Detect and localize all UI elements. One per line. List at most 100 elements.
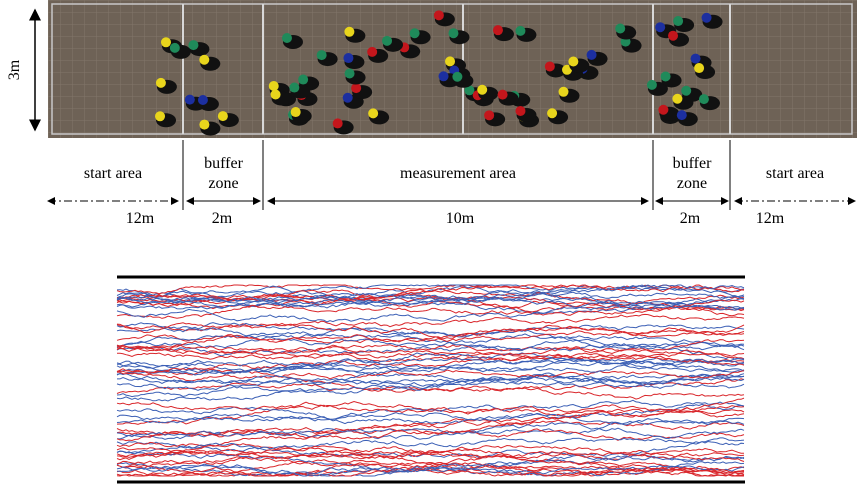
zone-length: 10m bbox=[445, 210, 475, 227]
pedestrian-head bbox=[568, 56, 579, 67]
trajectory bbox=[116, 294, 745, 311]
trajectory bbox=[116, 443, 745, 461]
pedestrian-head bbox=[690, 53, 701, 64]
trajectory bbox=[116, 399, 745, 422]
pedestrian-head bbox=[367, 46, 378, 57]
trajectory bbox=[116, 359, 745, 373]
trajectory bbox=[116, 397, 745, 415]
zone-length: 2m bbox=[211, 210, 233, 227]
trajectory bbox=[116, 352, 745, 375]
trajectory bbox=[116, 403, 745, 425]
zone-label: measurement area bbox=[400, 165, 516, 182]
pedestrian-head bbox=[646, 79, 657, 90]
trajectory bbox=[116, 412, 745, 426]
pedestrian-head bbox=[433, 10, 444, 21]
pedestrian-head bbox=[382, 35, 393, 46]
pedestrian-head bbox=[448, 28, 459, 39]
pedestrian-head bbox=[558, 86, 569, 97]
trajectory bbox=[116, 450, 745, 474]
pedestrian-head bbox=[484, 110, 495, 121]
trajectory bbox=[116, 327, 745, 352]
pedestrian-head bbox=[169, 42, 180, 53]
pedestrian-head bbox=[298, 74, 309, 85]
zone-label: start area bbox=[765, 165, 825, 182]
pedestrian-head bbox=[544, 61, 555, 72]
pedestrian-head bbox=[343, 53, 354, 64]
zone-label: buffer zone bbox=[672, 155, 712, 192]
pedestrian-head bbox=[445, 56, 456, 67]
pedestrian-head bbox=[268, 80, 279, 91]
trajectory bbox=[116, 299, 745, 319]
trajectory bbox=[116, 369, 745, 382]
pedestrian-head bbox=[438, 71, 449, 82]
pedestrian-head bbox=[155, 77, 166, 88]
zone-label: start area bbox=[83, 165, 143, 182]
pedestrian-head bbox=[681, 85, 692, 96]
pedestrian-head bbox=[270, 89, 281, 100]
trajectory bbox=[116, 296, 745, 312]
trajectory bbox=[116, 461, 745, 477]
trajectory bbox=[116, 344, 745, 360]
height-label: 3m bbox=[6, 59, 23, 81]
pedestrian-head bbox=[290, 107, 301, 118]
pedestrian-head bbox=[660, 71, 671, 82]
zone-label: buffer zone bbox=[204, 155, 243, 192]
pedestrian-head bbox=[217, 111, 228, 122]
trajectory bbox=[116, 380, 745, 398]
pedestrian-head bbox=[344, 26, 355, 37]
pedestrian-head bbox=[672, 93, 683, 104]
pedestrian-head bbox=[342, 92, 353, 103]
pedestrian-head bbox=[289, 82, 300, 93]
zone-length: 12m bbox=[125, 210, 155, 227]
trajectory bbox=[116, 353, 745, 374]
pedestrian-head bbox=[197, 95, 208, 106]
trajectory bbox=[116, 372, 745, 391]
trajectory bbox=[116, 448, 744, 477]
pedestrian-head bbox=[199, 119, 210, 130]
trajectory bbox=[116, 427, 745, 442]
trajectory bbox=[116, 300, 745, 323]
trajectory bbox=[116, 375, 745, 402]
pedestrian-head bbox=[694, 63, 705, 74]
pedestrian-head bbox=[673, 16, 684, 27]
pedestrian-head bbox=[281, 32, 292, 43]
zone-length: 12m bbox=[755, 210, 785, 227]
trajectory bbox=[116, 357, 745, 372]
pedestrian-head bbox=[477, 84, 488, 95]
trajectory bbox=[116, 313, 745, 332]
trajectory bbox=[116, 422, 745, 440]
pedestrian-head bbox=[368, 108, 379, 119]
trajectory bbox=[116, 322, 745, 351]
trajectory bbox=[116, 417, 745, 440]
pedestrian-head bbox=[155, 111, 166, 122]
trajectory bbox=[116, 437, 745, 454]
trajectory bbox=[117, 351, 745, 362]
pedestrian-head bbox=[562, 64, 573, 75]
trajectory bbox=[116, 405, 745, 448]
pedestrian-head bbox=[547, 108, 558, 119]
pedestrian-head bbox=[316, 50, 327, 61]
trajectory bbox=[116, 444, 745, 462]
pedestrian-head bbox=[615, 23, 626, 34]
trajectory bbox=[117, 358, 745, 385]
pedestrian-head bbox=[184, 94, 195, 105]
pedestrian-head bbox=[199, 54, 210, 65]
pedestrian-head bbox=[515, 105, 526, 116]
pedestrian-head bbox=[160, 37, 171, 48]
trajectory bbox=[116, 324, 745, 349]
pedestrian-head bbox=[188, 40, 199, 51]
pedestrian-head bbox=[497, 89, 508, 100]
pedestrian-head bbox=[658, 104, 669, 115]
photo-border bbox=[51, 3, 853, 135]
zone-length: 2m bbox=[679, 210, 701, 227]
pedestrian-head bbox=[586, 49, 597, 60]
trajectory bbox=[116, 455, 745, 477]
pedestrian-head bbox=[332, 118, 343, 129]
trajectory bbox=[116, 368, 745, 392]
pedestrian-head bbox=[655, 22, 666, 33]
trajectory bbox=[116, 467, 745, 477]
pedestrian-head bbox=[668, 30, 679, 41]
pedestrian-head bbox=[344, 68, 355, 79]
pedestrian-head bbox=[464, 85, 475, 96]
